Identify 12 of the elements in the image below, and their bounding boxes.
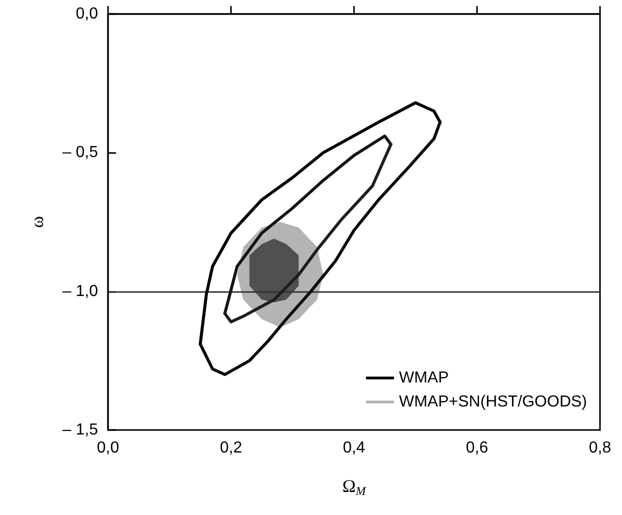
y-tick-label: – 1,0: [62, 282, 98, 300]
x-tick-label: 0,0: [96, 440, 120, 456]
y-tick-label: – 1,5: [62, 422, 98, 438]
y-tick-label: – 0,5: [62, 144, 98, 162]
x-tick-label: 0,2: [220, 440, 242, 456]
x-tick-label: 0,6: [466, 440, 488, 456]
legend-label: WMAP: [398, 370, 449, 386]
x-tick-label: 0,4: [342, 440, 366, 456]
y-axis-title: ω: [27, 216, 47, 228]
x-tick-label: 0,8: [588, 440, 612, 456]
legend-label: WMAP+SN(HST/GOODS): [398, 394, 588, 410]
y-tick-label: 0,0: [76, 6, 98, 22]
